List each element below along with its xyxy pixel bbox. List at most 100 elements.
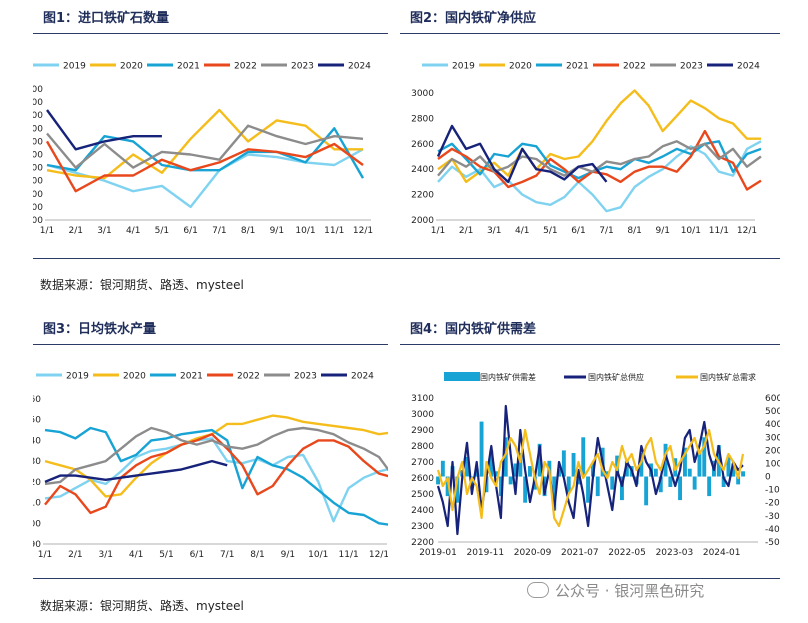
fig3-y-tick-230: 230	[33, 457, 41, 467]
fig1-y-tick-8500: 8500	[33, 177, 43, 187]
fig4-gap-bar	[508, 476, 513, 485]
fig2-x-tick-2/1: 2/1	[459, 226, 473, 236]
fig1-x-tick-9/1: 9/1	[270, 226, 284, 236]
fig2-y-tick-2600: 2600	[411, 140, 434, 150]
fig2-x-tick-8/1: 8/1	[627, 226, 641, 236]
fig2-x-tick-4/1: 4/1	[515, 226, 529, 236]
fig4-series-demand	[436, 428, 745, 528]
fig4-gap-bar	[518, 453, 523, 477]
fig3-y-tick-210: 210	[33, 499, 41, 509]
fig4-series-supply	[436, 404, 744, 536]
fig4-gap-bar	[658, 476, 663, 493]
fig4-gap-bar	[668, 476, 673, 487]
fig1-y-tick-10000: 10000	[33, 137, 43, 147]
fig4-y-tick-2600: 2600	[411, 474, 434, 484]
fig2-x-tick-6/1: 6/1	[571, 226, 585, 236]
fig3-y-tick-200: 200	[33, 519, 41, 529]
fig3-series-2022	[44, 432, 388, 515]
fig1-title-rule	[33, 33, 388, 34]
fig3-x-tick-5/1: 5/1	[159, 550, 173, 560]
fig4-gap-bar	[445, 476, 450, 497]
fig3-series-2024	[44, 459, 228, 484]
fig4-gap-bar	[663, 443, 668, 477]
fig4-gap-bar	[595, 476, 600, 497]
fig4-gap-bar	[605, 471, 610, 477]
fig3-x-tick-8/1: 8/1	[250, 550, 264, 560]
fig4-y2-tick--200: -200	[765, 499, 780, 509]
fig2-title: 图2：国内铁矿净供应	[410, 11, 537, 26]
fig2-legend-label-2019: 2019	[452, 62, 475, 72]
fig4-gap-bar	[528, 466, 532, 477]
fig3-x-tick-6/1: 6/1	[190, 550, 204, 560]
fig2-x-tick-1/1: 1/1	[431, 226, 445, 236]
fig4-gap-bar	[741, 471, 745, 477]
fig4-gap-bar	[683, 447, 687, 477]
fig4-gap-bar	[692, 476, 697, 490]
fig4-gap-bar	[624, 460, 629, 477]
fig4-legend-label-gap: 国内铁矿供需差	[480, 372, 536, 382]
fig2-chart-panel: 2019 2020 2021 2022 2023 2024 2000 2200 2400 2600…	[400, 50, 780, 250]
fig4-legend-label-demand: 国内铁矿总需求	[700, 372, 756, 382]
fig4-gap-bar	[479, 421, 484, 477]
fig4-y-tick-2900: 2900	[411, 426, 434, 436]
fig1-x-tick-8/1: 8/1	[241, 226, 255, 236]
fig3-x-tick-12/1: 12/1	[369, 550, 388, 560]
fig3-legend-label-2021: 2021	[180, 372, 203, 382]
fig1-y-tick-10500: 10500	[33, 124, 43, 134]
fig4-chart: 国内铁矿供需差 国内铁矿总供应 国内铁矿总需求 2200 2300 2400 2500 260…	[411, 372, 780, 558]
fig1-series-2023	[46, 124, 364, 169]
fig4-gap-bar	[721, 476, 726, 487]
fig4-gap-bar	[523, 476, 528, 503]
fig3-x-tick-7/1: 7/1	[220, 550, 234, 560]
fig4-gap-bar	[503, 437, 508, 477]
fig2-y-tick-2400: 2400	[411, 165, 434, 175]
fig3-legend-label-2019: 2019	[66, 372, 89, 382]
fig4-y2-tick--100: -100	[765, 486, 780, 496]
fig1-legend-label-2022: 2022	[234, 62, 257, 72]
fig3-x-tick-1/1: 1/1	[38, 550, 52, 560]
watermark: 公众号 · 银河黑色研究	[527, 580, 704, 601]
fig3-title: 图3：日均铁水产量	[43, 322, 157, 337]
fig2-x-tick-11/1: 11/1	[709, 226, 729, 236]
fig4-y-tick-2300: 2300	[411, 522, 434, 532]
fig1-y-tick-11000: 11000	[33, 111, 43, 121]
fig4-title: 图4：国内铁矿供需差	[410, 322, 537, 337]
fig1-y-tick-7000: 7000	[33, 216, 43, 226]
fig1-series-2022	[45, 140, 364, 193]
fig1-y-tick-12000: 12000	[33, 85, 43, 95]
fig4-gap-bar	[736, 476, 741, 485]
fig1-legend-label-2024: 2024	[348, 62, 371, 72]
fig1-title: 图1：进口铁矿石数量	[43, 11, 170, 26]
fig3-x-tick-2/1: 2/1	[68, 550, 82, 560]
fig1-legend-label-2023: 2023	[291, 62, 314, 72]
fig4-gap-bar	[552, 476, 557, 511]
fig2-series-2024	[436, 124, 608, 184]
fig3-x-tick-4/1: 4/1	[129, 550, 143, 560]
fig2-series-2022	[437, 129, 762, 191]
source-note-top: 数据来源：银河期货、路透、mysteel	[40, 278, 244, 292]
fig3-legend-label-2022: 2022	[237, 372, 260, 382]
fig4-y-tick-3100: 3100	[411, 394, 434, 404]
fig1-x-tick-5/1: 5/1	[155, 226, 169, 236]
fig3-x-tick-10/1: 10/1	[308, 550, 328, 560]
source-top-rule	[33, 258, 780, 259]
fig4-x-tick-2019-11: 2019-11	[466, 548, 504, 558]
fig1-y-tick-8000: 8000	[33, 190, 43, 200]
fig4-y-tick-2200: 2200	[411, 538, 434, 548]
fig4-y-tick-2400: 2400	[411, 506, 434, 516]
fig4-gap-bar	[494, 471, 499, 477]
fig3-series-2023	[44, 426, 388, 486]
fig4-legend-label-supply: 国内铁矿总供应	[588, 372, 644, 382]
fig3-title-rule	[33, 344, 388, 345]
fig4-gap-bar	[470, 476, 474, 487]
fig3-y-tick-260: 260	[33, 395, 41, 405]
fig1-chart-panel: 2019 2020 2021 2022 2023 2024 7000 7500 8000 8500…	[33, 50, 388, 250]
fig4-gap-bar	[586, 476, 590, 503]
fig1-x-tick-11/1: 11/1	[324, 226, 344, 236]
fig1-x-tick-4/1: 4/1	[126, 226, 140, 236]
fig1-x-tick-1/1: 1/1	[40, 226, 54, 236]
fig4-x-tick-2022-05: 2022-05	[608, 548, 646, 558]
fig4-gap-bar	[561, 450, 566, 477]
fig4-gap-bar	[455, 476, 460, 503]
fig3-y-tick-240: 240	[33, 436, 41, 446]
